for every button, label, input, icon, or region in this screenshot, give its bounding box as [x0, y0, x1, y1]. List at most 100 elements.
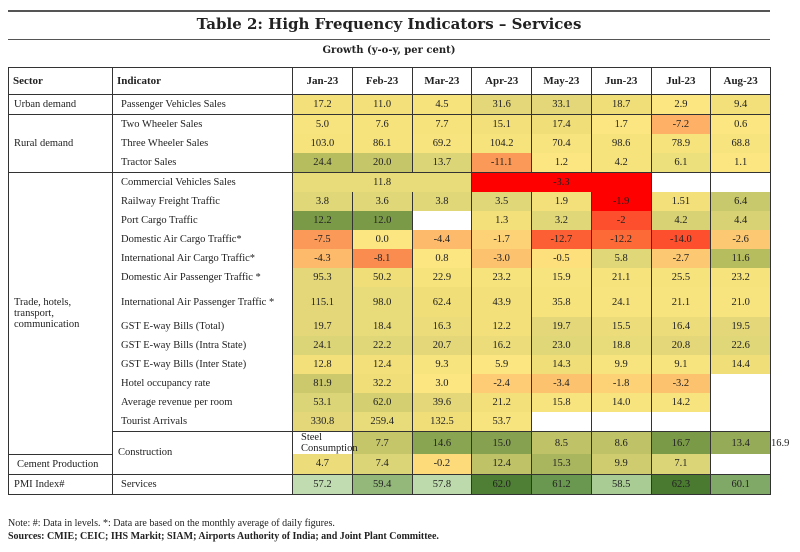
value-cell: 16.3 [411, 317, 473, 336]
value-cell: -3.3 [471, 172, 652, 192]
value-cell: 2.9 [650, 94, 712, 115]
value-cell: 19.7 [292, 317, 353, 336]
value-cell: 57.8 [411, 473, 473, 495]
value-cell: 1.1 [710, 153, 771, 173]
note-text: Note: #: Data in levels. *: Data are bas… [8, 518, 335, 529]
value-cell: 39.6 [411, 393, 473, 412]
table-row: Rural demand Two Wheeler Sales 5.0 7.6 7.7 15… [8, 114, 771, 173]
value-cell: 20.0 [351, 153, 413, 173]
indicator-cell: Average revenue per room [112, 393, 293, 412]
header-month: Mar-23 [411, 67, 473, 95]
indicator-cell: Two Wheeler Sales [112, 114, 293, 134]
value-cell: 95.3 [292, 268, 353, 287]
indicator-cell: Steel Consumption [292, 431, 358, 454]
notes: Note: #: Data in levels. *: Data are bas… [8, 517, 439, 543]
value-cell: 18.7 [590, 94, 652, 115]
value-cell: 50.2 [351, 268, 413, 287]
value-cell: 16.7 [650, 431, 712, 454]
indicator-cell: Cement Production [8, 454, 113, 474]
value-cell: 24.4 [292, 153, 353, 173]
value-cell: 32.2 [351, 374, 413, 393]
value-cell: -2 [590, 211, 652, 230]
value-cell: 9.1 [650, 355, 712, 374]
value-cell: 7.7 [411, 114, 473, 134]
value-cell: 62.4 [411, 287, 473, 317]
value-cell [650, 412, 712, 432]
indicator-cell: Passenger Vehicles Sales [112, 94, 293, 115]
header-month: Jul-23 [650, 67, 712, 95]
table-row: Trade, hotels, transport, communication C… [8, 172, 771, 455]
indicator-cell: International Air Cargo Traffic* [112, 249, 293, 268]
title-rule [8, 39, 770, 40]
value-cell: 16.4 [650, 317, 712, 336]
value-cell: 17.2 [292, 94, 353, 115]
value-cell: 12.2 [292, 211, 353, 230]
value-cell: -3.2 [650, 374, 712, 393]
value-cell: 15.8 [531, 393, 592, 412]
value-cell [710, 172, 771, 192]
value-cell: -12.7 [531, 230, 592, 249]
sector-cell: PMI Index# [8, 473, 113, 495]
value-cell: 9.9 [590, 355, 652, 374]
value-cell: -2.6 [710, 230, 771, 249]
value-cell: 4.2 [650, 211, 712, 230]
indicators-table: Sector Indicator Jan-23 Feb-23 Mar-23 Apr-2… [8, 67, 789, 495]
value-cell: 4.5 [411, 94, 473, 115]
value-cell: 69.2 [411, 134, 473, 153]
value-cell: -1.9 [590, 192, 652, 211]
value-cell: -3.4 [531, 374, 592, 393]
value-cell: -12.2 [590, 230, 652, 249]
value-cell: 24.1 [590, 287, 652, 317]
table-row: Average revenue per room 53.1 62.0 39.6 21.2… [9, 393, 771, 412]
table-row: GST E-way Bills (Intra State) 24.1 22.2 20.… [9, 336, 771, 355]
value-cell: 22.9 [411, 268, 473, 287]
value-cell: 3.0 [411, 374, 473, 393]
value-cell: 20.7 [411, 336, 473, 355]
value-cell [531, 412, 592, 432]
value-cell: 57.2 [292, 473, 353, 495]
value-cell: 15.9 [531, 268, 592, 287]
value-cell: 1.9 [531, 192, 592, 211]
value-cell: 59.4 [351, 473, 413, 495]
value-cell [710, 393, 771, 412]
value-cell: 62.0 [471, 473, 532, 495]
value-cell: 12.0 [351, 211, 413, 230]
value-cell: -7.5 [292, 230, 353, 249]
table-row: Tractor Sales 24.4 20.0 13.7 -11.1 1.2 4.2 6.1 1… [9, 153, 771, 173]
value-cell: 18.8 [590, 336, 652, 355]
header-month: Jun-23 [590, 67, 652, 95]
value-cell: 1.51 [650, 192, 712, 211]
value-cell: 15.5 [590, 317, 652, 336]
table-row: Three Wheeler Sales 103.0 86.1 69.2 104.2 70.… [9, 134, 771, 153]
value-cell: 5.0 [292, 114, 353, 134]
value-cell: 1.2 [531, 153, 592, 173]
value-cell: 0.6 [710, 114, 771, 134]
value-cell: 23.0 [531, 336, 592, 355]
value-cell: 18.4 [351, 317, 413, 336]
value-cell: 12.2 [471, 317, 532, 336]
value-cell: 14.2 [650, 393, 712, 412]
value-cell: 21.0 [710, 287, 771, 317]
value-cell: -4.4 [411, 230, 473, 249]
indicator-cell: Tractor Sales [112, 153, 293, 173]
value-cell: 16.2 [471, 336, 532, 355]
table-row: Domestic Air Passenger Traffic * 95.3 50.2… [9, 268, 771, 287]
value-cell: 9.4 [710, 94, 771, 115]
table-subtitle: Growth (y-o-y, per cent) [322, 45, 456, 56]
value-cell: 13.7 [411, 153, 473, 173]
value-cell: 7.1 [650, 454, 712, 474]
value-cell: -2.7 [650, 249, 712, 268]
value-cell: 78.9 [650, 134, 712, 153]
value-cell: 19.5 [710, 317, 771, 336]
table-row: GST E-way Bills (Inter State) 12.8 12.4 9.3… [9, 355, 771, 374]
value-cell: 5.8 [590, 249, 652, 268]
value-cell: 62.3 [650, 473, 712, 495]
table-row: Domestic Air Cargo Traffic* -7.5 0.0 -4.4 -1… [9, 230, 771, 249]
value-cell: 8.5 [531, 431, 592, 454]
table-row: International Air Cargo Traffic* -4.3 -8.1… [9, 249, 771, 268]
value-cell: 21.1 [590, 268, 652, 287]
value-cell: 60.1 [710, 473, 771, 495]
header-month: Jan-23 [292, 67, 353, 95]
value-cell: 15.3 [531, 454, 592, 474]
value-cell: 62.0 [351, 393, 413, 412]
